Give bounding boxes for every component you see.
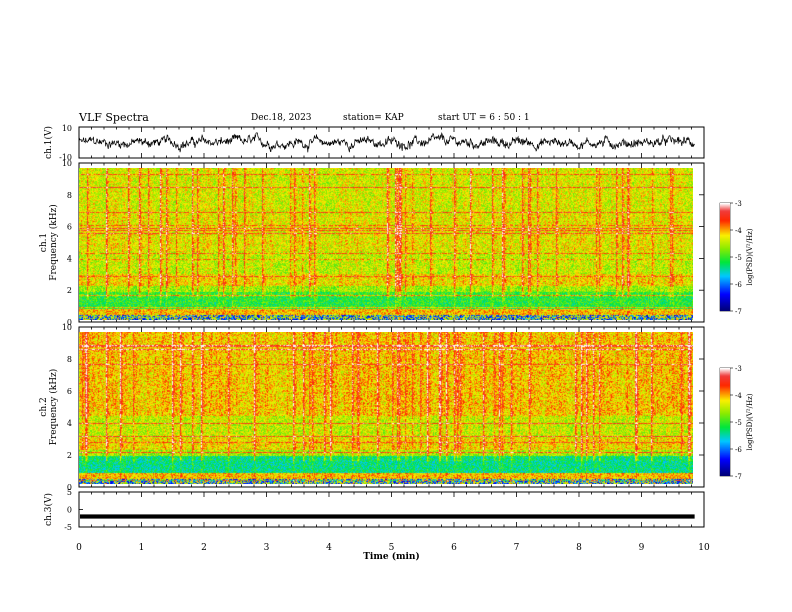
ch1-y-tick-label: 4 xyxy=(67,254,72,263)
ch1-colorbar-tick-label: -3 xyxy=(735,200,742,208)
ch1-y-tick-label: 2 xyxy=(67,286,72,295)
x-tick-label: 6 xyxy=(451,543,457,553)
ch1-y-tick-label: 10 xyxy=(62,159,72,168)
ch2-colorbar-tick-label: -5 xyxy=(735,419,742,427)
x-tick-label: 0 xyxy=(76,543,82,553)
x-tick-label: 10 xyxy=(698,543,710,553)
ch2-y-tick-label: 0 xyxy=(67,483,72,492)
ch2-y-tick-label: 4 xyxy=(67,419,72,428)
x-tick-label: 8 xyxy=(576,543,582,553)
ch3-y-tick-label: -5 xyxy=(64,523,72,532)
ch2-colorbar-tick-label: -7 xyxy=(735,473,742,481)
x-tick-label: 3 xyxy=(264,543,270,553)
ch1-y-tick-label: 8 xyxy=(67,191,72,200)
ch2-spectrogram-canvas xyxy=(79,332,693,484)
x-tick-label: 4 xyxy=(326,543,332,553)
ch1-colorbar-canvas xyxy=(720,203,730,311)
panel-frame-4 xyxy=(78,491,705,528)
ch1-y-tick-label: 10 xyxy=(62,124,72,133)
ch2-y-tick-label: 8 xyxy=(67,355,72,364)
ch3-y-tick-label: 5 xyxy=(67,488,72,497)
x-tick-label: 1 xyxy=(139,543,145,553)
ch2-colorbar-tick-label: -6 xyxy=(735,446,742,454)
ch1-colorbar-tick-label: -4 xyxy=(735,227,742,235)
figure-title: VLF Spectra xyxy=(79,111,149,124)
ch1-y-tick-label: -10 xyxy=(59,153,72,162)
ch1-colorbar-tick-label: -5 xyxy=(735,254,742,262)
x-tick-label: 2 xyxy=(201,543,207,553)
x-tick-label: 9 xyxy=(639,543,645,553)
ch2-colorbar-canvas xyxy=(720,368,730,476)
x-tick-label: 5 xyxy=(389,543,395,553)
figure-station: station= KAP xyxy=(343,113,404,123)
x-tick-label: 7 xyxy=(514,543,520,553)
ch2-colorbar-label: log(PSD)(V²/Hz) xyxy=(746,393,754,450)
ch1-y-axis-label: ch.1(V) xyxy=(43,126,54,159)
ch1-colorbar-label: log(PSD)(V²/Hz) xyxy=(746,228,754,285)
figure-date: Dec.18, 2023 xyxy=(251,113,312,123)
ch1-waveform-line xyxy=(78,131,695,153)
ch2-y-axis-label-line1: ch.2 xyxy=(39,397,49,416)
ch3-y-axis-label: ch.3(V) xyxy=(43,493,54,526)
ch2-y-tick-label: 10 xyxy=(62,323,72,332)
x-axis-label: Time (min) xyxy=(363,551,420,562)
ch2-colorbar-tick-label: -4 xyxy=(735,392,742,400)
ch1-colorbar-tick-label: -7 xyxy=(735,308,742,316)
figure-start-time: start UT = 6 : 50 : 1 xyxy=(438,113,530,123)
ch1-y-axis-label-line2: Frequency (kHz) xyxy=(48,204,59,281)
ch2-y-tick-label: 6 xyxy=(67,387,72,396)
ch2-y-tick-label: 2 xyxy=(67,451,72,460)
ch1-y-tick-label: 6 xyxy=(67,223,72,232)
ch1-colorbar-tick-label: -6 xyxy=(735,281,742,289)
ch2-y-axis-label-line2: Frequency (kHz) xyxy=(48,369,59,446)
ch1-y-tick-label: 0 xyxy=(67,318,72,327)
ch3-y-tick-label: 0 xyxy=(67,506,72,515)
ch3-waveform-band xyxy=(80,514,695,519)
ch2-colorbar-tick-label: -3 xyxy=(735,365,742,373)
ch1-spectrogram-canvas xyxy=(79,168,693,320)
ch1-y-axis-label-line1: ch.1 xyxy=(39,233,49,252)
